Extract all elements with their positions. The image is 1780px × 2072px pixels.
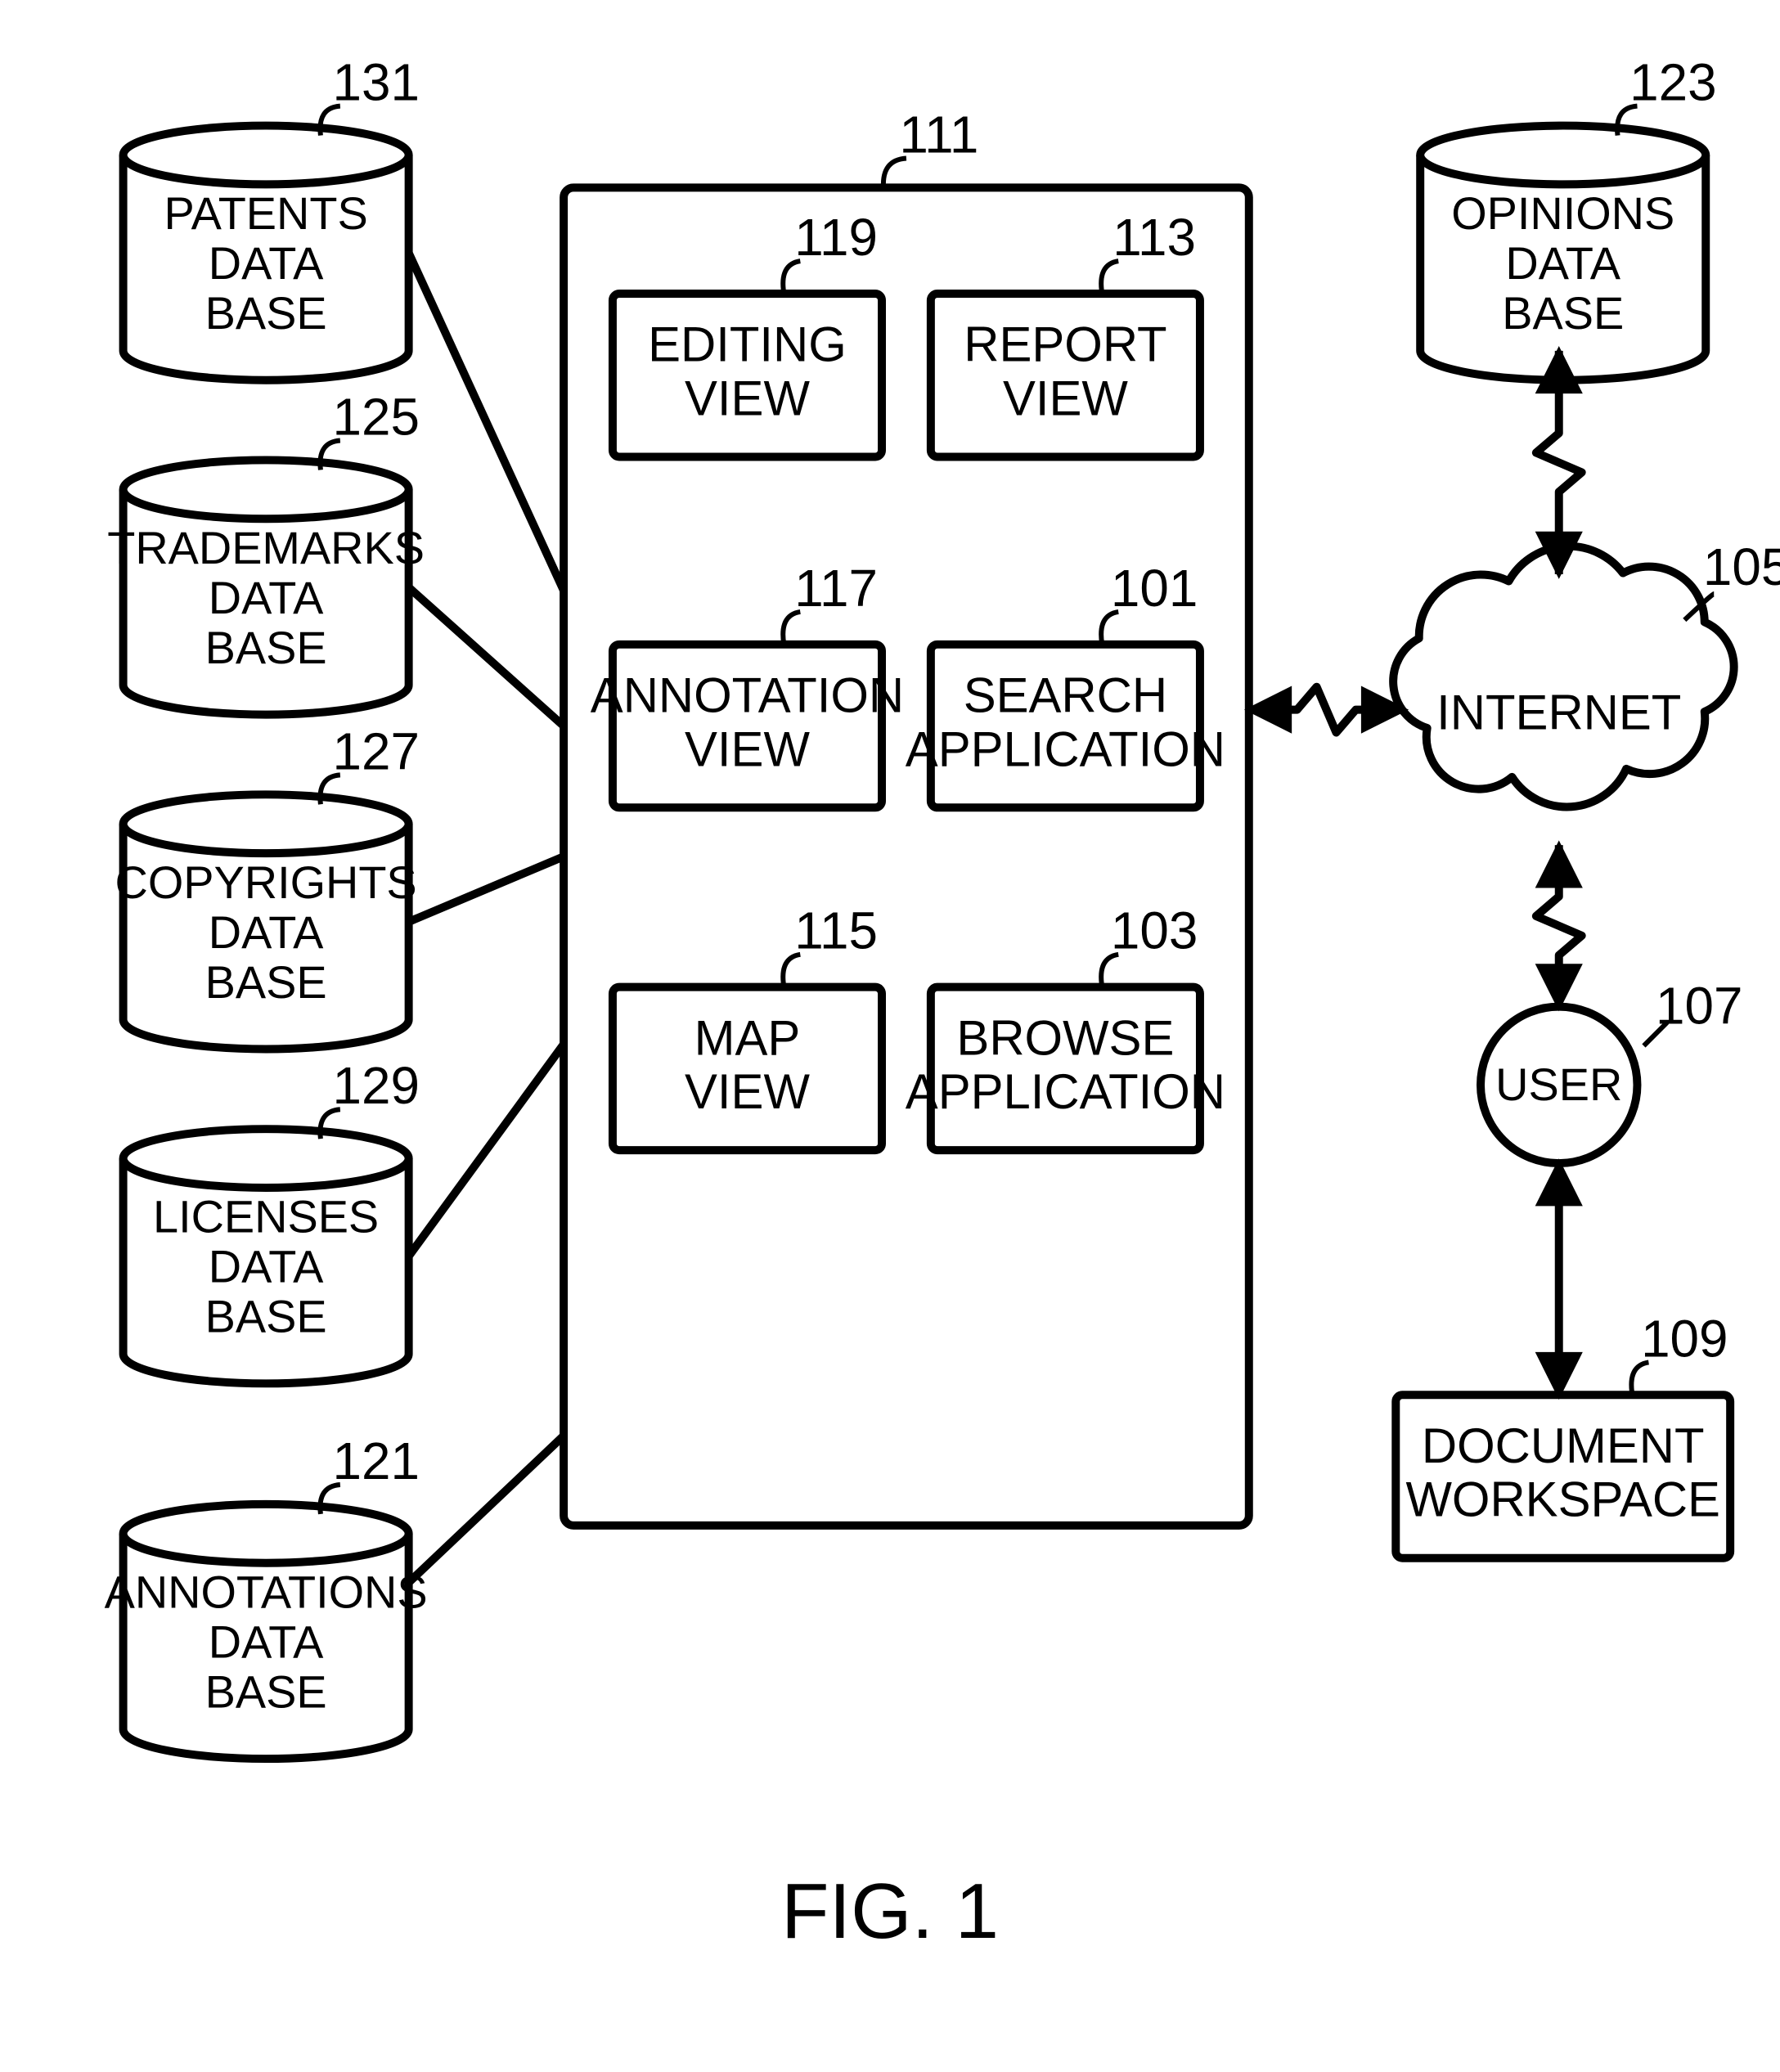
- svg-text:VIEW: VIEW: [1003, 371, 1128, 425]
- main-container: [564, 187, 1249, 1525]
- svg-text:BASE: BASE: [205, 1291, 327, 1342]
- svg-text:117: 117: [794, 559, 878, 618]
- svg-text:APPLICATION: APPLICATION: [906, 721, 1225, 776]
- db-trademarks: TRADEMARKSDATABASE: [107, 460, 425, 714]
- link-internet-opinions: [1536, 351, 1582, 574]
- link-db-trademarks: [409, 587, 564, 726]
- svg-text:DATA: DATA: [1505, 237, 1620, 289]
- db-copyrights: COPYRIGHTSDATABASE: [115, 794, 417, 1049]
- box-doc_ws: DOCUMENTWORKSPACE: [1396, 1395, 1730, 1557]
- svg-text:BASE: BASE: [205, 956, 327, 1008]
- svg-text:103: 103: [1111, 901, 1198, 960]
- svg-text:115: 115: [794, 901, 878, 960]
- svg-text:BASE: BASE: [205, 1665, 327, 1717]
- svg-text:101: 101: [1111, 559, 1198, 618]
- cloud-internet: INTERNET: [1393, 546, 1734, 807]
- svg-text:WORKSPACE: WORKSPACE: [1405, 1472, 1720, 1527]
- svg-text:DATA: DATA: [209, 1241, 324, 1292]
- svg-text:127: 127: [333, 721, 420, 780]
- svg-text:REPORT: REPORT: [964, 317, 1166, 372]
- link-db-licenses: [409, 1044, 564, 1256]
- svg-text:BASE: BASE: [1502, 287, 1624, 339]
- link-db-copyrights: [409, 856, 564, 922]
- svg-text:MAP: MAP: [694, 1010, 801, 1065]
- svg-text:EDITING: EDITING: [648, 317, 847, 372]
- db-licenses: LICENSESDATABASE: [124, 1129, 409, 1383]
- svg-text:131: 131: [333, 53, 420, 112]
- svg-text:TRADEMARKS: TRADEMARKS: [107, 522, 425, 573]
- svg-text:VIEW: VIEW: [685, 371, 810, 425]
- svg-text:VIEW: VIEW: [685, 721, 810, 776]
- svg-text:VIEW: VIEW: [685, 1064, 810, 1119]
- svg-text:USER: USER: [1495, 1058, 1622, 1110]
- svg-text:DATA: DATA: [209, 572, 324, 623]
- svg-text:BASE: BASE: [205, 622, 327, 673]
- node-user: USER: [1481, 1007, 1637, 1163]
- db-annotations: ANNOTATIONSDATABASE: [105, 1504, 428, 1759]
- link-main-internet: [1249, 687, 1404, 733]
- svg-text:DATA: DATA: [209, 906, 324, 958]
- svg-text:INTERNET: INTERNET: [1436, 685, 1681, 739]
- svg-text:LICENSES: LICENSES: [153, 1191, 379, 1243]
- svg-text:OPINIONS: OPINIONS: [1451, 187, 1674, 239]
- svg-text:111: 111: [899, 105, 978, 164]
- svg-text:DOCUMENT: DOCUMENT: [1422, 1418, 1705, 1473]
- svg-text:119: 119: [794, 208, 878, 267]
- link-db-patents: [409, 253, 564, 591]
- svg-text:109: 109: [1641, 1309, 1728, 1368]
- svg-text:SEARCH: SEARCH: [964, 667, 1167, 722]
- figure-label: FIG. 1: [781, 1867, 999, 1955]
- svg-text:COPYRIGHTS: COPYRIGHTS: [115, 856, 417, 908]
- svg-text:DATA: DATA: [209, 1616, 324, 1667]
- svg-text:113: 113: [1112, 208, 1196, 267]
- link-internet-user: [1536, 845, 1582, 1006]
- svg-text:105: 105: [1703, 537, 1780, 596]
- svg-text:125: 125: [333, 387, 420, 446]
- svg-text:ANNOTATIONS: ANNOTATIONS: [105, 1566, 428, 1617]
- svg-text:129: 129: [333, 1056, 420, 1115]
- svg-text:ANNOTATION: ANNOTATION: [591, 667, 904, 722]
- svg-text:BASE: BASE: [205, 287, 327, 339]
- link-db-annotations: [409, 1436, 564, 1583]
- svg-text:APPLICATION: APPLICATION: [906, 1064, 1225, 1119]
- svg-text:123: 123: [1629, 53, 1716, 112]
- svg-text:DATA: DATA: [209, 237, 324, 289]
- svg-text:PATENTS: PATENTS: [164, 187, 368, 239]
- db-opinions: OPINIONSDATABASE: [1420, 126, 1706, 380]
- db-patents: PATENTSDATABASE: [124, 126, 409, 380]
- svg-text:107: 107: [1656, 976, 1742, 1035]
- svg-text:BROWSE: BROWSE: [956, 1010, 1174, 1065]
- svg-text:121: 121: [333, 1432, 420, 1490]
